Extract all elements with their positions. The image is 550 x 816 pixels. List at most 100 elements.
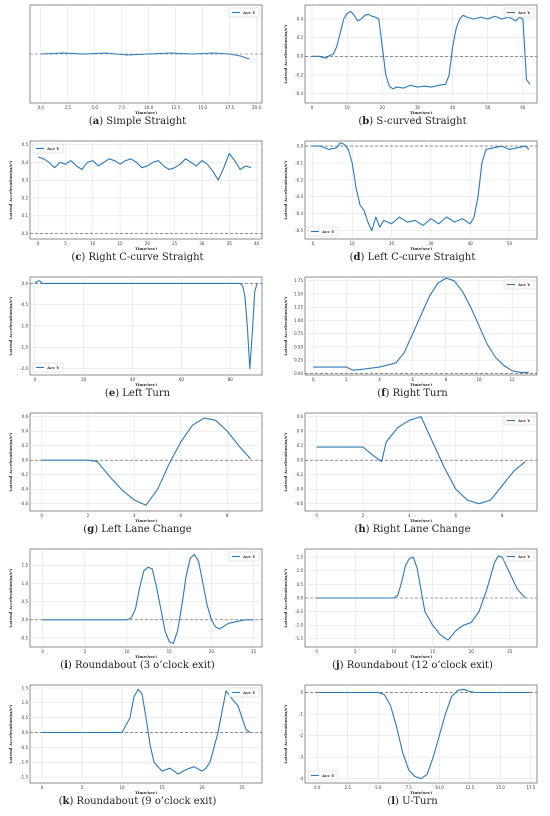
y-tick-label: 0.5 (22, 715, 29, 720)
legend-label: Acc Y (242, 10, 255, 15)
x-tick-label: 40 (450, 105, 456, 110)
y-tick-label: -1 (299, 711, 303, 716)
x-axis-label: Time(sec) (135, 246, 157, 250)
x-tick-label: 15 (167, 649, 173, 654)
chart-panel-d: 0 10 20 30 40 50 -0.5 -0.4 -0.3 -0.2 -0.1 0.0 Time(s… (275, 136, 550, 272)
x-axis-label: Time(sec) (410, 110, 432, 114)
x-tick-label: 10 (345, 105, 351, 110)
legend: Acc Y (228, 687, 260, 698)
legend-box (228, 551, 260, 562)
x-tick-label: 0 (311, 105, 314, 110)
y-axis-label: Lateral Acceleration(m/s²) (283, 296, 288, 355)
series-line-acc-y (316, 416, 526, 505)
x-tick-label: 0 (41, 649, 44, 654)
x-axis-label: Time(sec) (135, 110, 157, 114)
x-tick-label: 6 (180, 513, 183, 518)
x-tick-label: 6 (411, 377, 414, 382)
y-tick-label: -1.0 (20, 323, 28, 328)
y-tick-label: 1.5 (297, 555, 304, 560)
chart-panel-b: 0 10 20 30 40 50 60 -0.4 -0.2 0.0 0.2 0.4 Time(sec) L… (275, 0, 550, 136)
chart-j-svg: 0 5 10 15 20 25 -1.5 -1.0 -0.5 0.0 0.5 1.0 1.5 Time(s… (283, 548, 538, 658)
x-axis-label: Time(sec) (410, 790, 432, 794)
x-tick-label: 10 (476, 377, 482, 382)
legend-box (228, 687, 260, 698)
x-tick-label: 12.5 (465, 785, 474, 790)
x-axis-label: Time(sec) (135, 518, 157, 522)
x-tick-label: 4 (408, 513, 411, 518)
x-tick-label: 2 (87, 513, 90, 518)
y-tick-label: 0.1 (22, 213, 29, 218)
series-line-acc-y (41, 417, 251, 506)
x-tick-label: 20 (389, 241, 395, 246)
y-tick-label: 1.50 (294, 291, 303, 296)
plot-frame (304, 276, 538, 376)
chart-panel-g: 0 2 4 6 8 -0.6 -0.4 -0.2 0.0 0.2 0.4 0.6 Time(sec) La… (0, 408, 275, 544)
legend: Acc Y (307, 770, 339, 781)
y-tick-label: -2.0 (20, 366, 28, 371)
y-tick-label: 0.0 (297, 595, 304, 600)
x-tick-label: 2 (362, 513, 365, 518)
x-tick-label: 10 (90, 241, 96, 246)
caption-e: (e) Left Turn (104, 388, 171, 399)
caption-k: (k) Roundabout (9 o’clock exit) (58, 796, 217, 807)
caption-a: (a) Simple Straight (88, 116, 187, 127)
x-tick-label: 5 (81, 785, 84, 790)
y-axis-label: Lateral Acceleration(m/s²) (283, 432, 288, 491)
x-axis-label: Time(sec) (410, 382, 432, 386)
y-axis-label: Lateral Acceleration(m/s²) (283, 568, 288, 627)
y-tick-label: 0.4 (22, 429, 29, 434)
y-tick-label: 0.0 (297, 458, 304, 463)
x-tick-label: 50 (507, 241, 513, 246)
x-tick-label: 20 (469, 649, 475, 654)
x-tick-label: 5 (84, 649, 87, 654)
y-tick-label: 0.0 (297, 54, 304, 59)
x-tick-label: 60 (179, 377, 185, 382)
x-axis-label: Time(sec) (135, 654, 157, 658)
y-tick-label: -0.4 (295, 91, 303, 96)
x-tick-label: 0.0 (314, 785, 321, 790)
x-tick-label: 0 (34, 377, 37, 382)
y-tick-label: 1.00 (294, 318, 303, 323)
legend-box (503, 7, 535, 18)
legend-box (228, 7, 260, 18)
x-tick-label: 12.5 (171, 105, 180, 110)
x-tick-label: 8 (501, 513, 504, 518)
x-tick-label: 0 (37, 241, 40, 246)
x-tick-label: 0 (41, 785, 44, 790)
x-tick-label: 80 (228, 377, 234, 382)
x-tick-label: 15.0 (198, 105, 207, 110)
y-tick-label: 0.0 (22, 231, 29, 236)
x-tick-label: 15 (159, 785, 165, 790)
series-line-acc-y (316, 555, 526, 641)
x-tick-label: 30 (428, 241, 434, 246)
y-tick-label: -0.2 (20, 472, 28, 477)
chart-c-svg: 0 5 10 15 20 25 30 35 40 0.0 0.1 0.2 0.3 0.4 0.5 Time(s… (8, 140, 263, 250)
y-tick-label: 0.4 (297, 16, 304, 21)
chart-g-svg: 0 2 4 6 8 -0.6 -0.4 -0.2 0.0 0.2 0.4 0.6 Time(sec) La… (8, 412, 263, 522)
x-tick-label: 20 (380, 105, 386, 110)
y-tick-label: 0.2 (297, 35, 304, 40)
chart-l-svg: 0.0 2.5 5.0 7.5 10.0 12.5 15.0 17.5 -4 -3 -2 -1 0 Tim… (283, 684, 538, 794)
y-axis-label: Lateral Acceleration(m/s²) (8, 704, 13, 763)
series-line-acc-y (40, 52, 250, 60)
series-line-acc-y (38, 152, 252, 181)
x-tick-label: 10 (124, 649, 130, 654)
y-tick-label: 0.5 (22, 599, 29, 604)
x-tick-label: 0 (315, 649, 318, 654)
y-tick-label: -0.4 (295, 211, 303, 216)
x-tick-label: 2.5 (345, 785, 352, 790)
plot-frame (29, 412, 263, 512)
y-tick-label: -0.4 (20, 487, 28, 492)
legend-label: Acc Y (321, 773, 334, 778)
x-tick-label: 30 (415, 105, 421, 110)
x-tick-label: 7.5 (119, 105, 126, 110)
y-tick-label: 0.4 (22, 160, 29, 165)
chart-panel-e: 0 20 40 60 80 -2.0 -1.5 -1.0 -0.5 0.0 Time(sec) Lat… (0, 272, 275, 408)
y-tick-label: 0.0 (22, 458, 29, 463)
y-tick-label: 0.5 (22, 142, 29, 147)
legend: Acc Y (228, 551, 260, 562)
y-tick-label: 1.0 (297, 568, 304, 573)
caption-j: (j) Roundabout (12 o’clock exit) (332, 660, 493, 671)
chart-k-svg: 0 5 10 15 20 25 -1.5 -1.0 -0.5 0.0 0.5 1.0 1.5 Time(s… (8, 684, 263, 794)
plot-frame (29, 140, 263, 240)
